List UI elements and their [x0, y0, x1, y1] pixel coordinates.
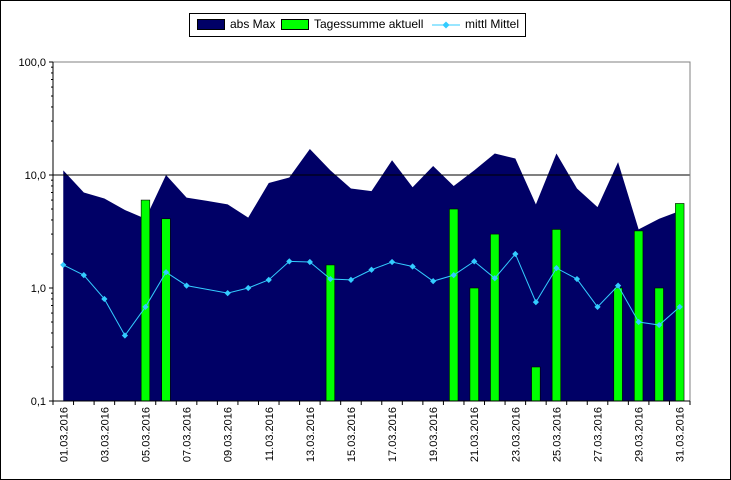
legend-label-mittl-mittel: mittl Mittel: [465, 17, 519, 31]
x-tick-label-11: 21.03.2016: [469, 407, 481, 462]
x-tick-label-14: 27.03.2016: [593, 407, 605, 462]
point-mittl-mittel-22: [491, 275, 498, 282]
x-tick-label-1: 01.03.2016: [58, 407, 70, 462]
point-mittl-mittel-23: [512, 250, 519, 258]
bar-tagessumme-5: [140, 199, 151, 402]
y-tick-label-4: 100,0: [18, 57, 46, 69]
x-tick-label-6: 11.03.2016: [264, 407, 276, 461]
bar-tagessumme-21: [469, 287, 479, 402]
point-mittl-mittel-11: [265, 276, 272, 283]
bar-tagessumme-30: [654, 287, 664, 402]
point-mittl-mittel-16: [368, 266, 375, 273]
point-mittl-mittel-25: [553, 264, 560, 272]
point-mittl-mittel-31: [676, 303, 683, 311]
bar-tagessumme-20: [449, 208, 459, 402]
bar-tagessumme-28: [613, 287, 623, 402]
bar-tagessumme-14: [325, 264, 336, 402]
x-tick-label-12: 23.03.2016: [510, 407, 522, 462]
bar-tagessumme-24: [531, 366, 541, 402]
bar-tagessumme-31: [675, 203, 685, 402]
line-series-mittl-mittel: [63, 253, 681, 337]
x-tick-label-15: 29.03.2016: [634, 407, 646, 462]
point-mittl-mittel-18: [409, 263, 416, 270]
x-tick-label-8: 15.03.2016: [346, 407, 358, 462]
point-mittl-mittel-15: [347, 276, 355, 283]
point-mittl-mittel-24: [532, 299, 539, 306]
y-tick-label-1: 0,1: [31, 396, 46, 408]
x-tick-label-3: 05.03.2016: [140, 407, 152, 462]
x-tick-label-16: 31.03.2016: [675, 407, 687, 462]
chart-legend: abs Max Tagessumme aktuell mittl Mittel: [189, 13, 526, 37]
y-tick-label-3: 10,0: [25, 170, 46, 182]
point-mittl-mittel-17: [388, 258, 396, 266]
y-tick-label-2: 1,0: [31, 283, 46, 295]
point-mittl-mittel-13: [306, 258, 313, 266]
point-mittl-mittel-19: [430, 278, 437, 285]
bar-tagessumme-25: [551, 229, 562, 402]
x-tick-label-5: 09.03.2016: [223, 407, 235, 462]
point-mittl-mittel-20: [450, 272, 457, 279]
x-tick-label-2: 03.03.2016: [99, 407, 111, 462]
point-mittl-mittel-21: [471, 258, 478, 265]
legend-label-abs-max: abs Max: [230, 17, 276, 31]
x-tick-label-4: 07.03.2016: [182, 407, 194, 462]
x-tick-label-10: 19.03.2016: [428, 407, 440, 462]
bar-tagessumme-6: [161, 218, 171, 402]
x-tick-label-9: 17.03.2016: [387, 407, 399, 462]
point-mittl-mittel-12: [286, 258, 293, 265]
bar-tagessumme-22: [490, 233, 500, 402]
legend-swatch-tagessumme: [281, 19, 309, 30]
legend-marker-mittl-mittel: [432, 21, 460, 29]
area-series-abs-max: [63, 148, 680, 401]
point-mittl-mittel-14: [327, 275, 334, 283]
x-tick-label-13: 25.03.2016: [551, 407, 563, 462]
legend-swatch-abs-max: [197, 19, 225, 30]
legend-label-tagessumme: Tagessumme aktuell: [314, 17, 424, 31]
point-mittl-mittel-27: [594, 303, 601, 311]
x-tick-label-7: 13.03.2016: [305, 407, 317, 462]
